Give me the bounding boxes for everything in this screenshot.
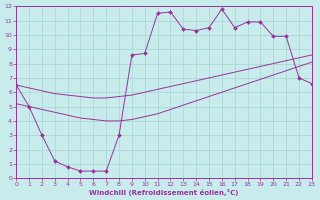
X-axis label: Windchill (Refroidissement éolien,°C): Windchill (Refroidissement éolien,°C) xyxy=(89,189,239,196)
